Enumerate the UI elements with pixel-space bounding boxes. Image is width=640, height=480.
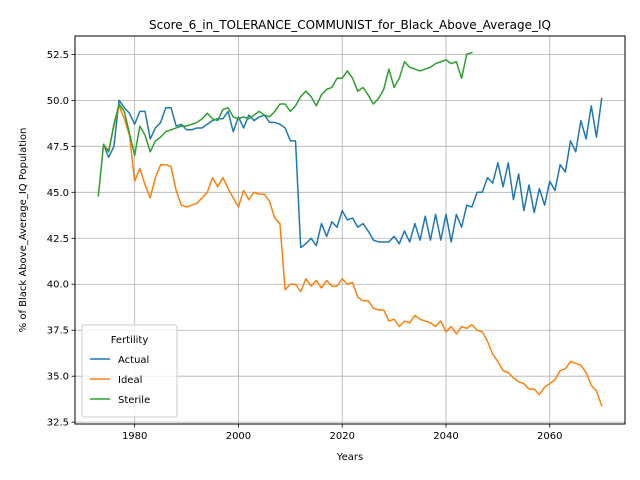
y-tick-label: 32.5 [47, 418, 69, 429]
x-tick-label: 2060 [537, 431, 562, 442]
y-tick-label: 42.5 [47, 234, 69, 245]
x-tick-label: 2000 [226, 431, 251, 442]
series-lines [97, 51, 603, 407]
series-line-ideal [102, 105, 603, 407]
legend-label-actual: Actual [118, 355, 149, 366]
series-line-sterile [97, 51, 473, 197]
y-tick-label: 52.5 [47, 50, 69, 61]
y-tick-label: 35.0 [47, 372, 69, 383]
y-tick-label: 37.5 [47, 326, 69, 337]
y-tick-label: 47.5 [47, 142, 69, 153]
axis-ticks: 1980 2000 2020 2040 2060 32.5 35.0 37.5 40.0 42.5… [47, 50, 563, 442]
legend-box [81, 324, 178, 418]
y-tick-label: 45.0 [47, 188, 69, 199]
y-tick-label: 40.0 [47, 280, 69, 291]
x-tick-label: 2040 [433, 431, 458, 442]
x-axis-title: Years [336, 452, 363, 463]
series-line-actual [102, 97, 603, 249]
y-tick-label: 50.0 [47, 96, 69, 107]
x-tick-label: 2020 [329, 431, 354, 442]
legend-label-ideal: Ideal [118, 375, 142, 386]
legend: Fertility Actual Ideal Sterile [81, 324, 178, 418]
y-axis-title: % of Black Above_Average_IQ Population [18, 128, 29, 333]
plot-frame [74, 35, 626, 425]
legend-title: Fertility [111, 335, 149, 346]
chart-title: Score_6_in_TOLERANCE_COMMUNIST_for_Black… [149, 18, 551, 32]
x-tick-label: 1980 [122, 431, 147, 442]
legend-label-sterile: Sterile [118, 395, 150, 406]
